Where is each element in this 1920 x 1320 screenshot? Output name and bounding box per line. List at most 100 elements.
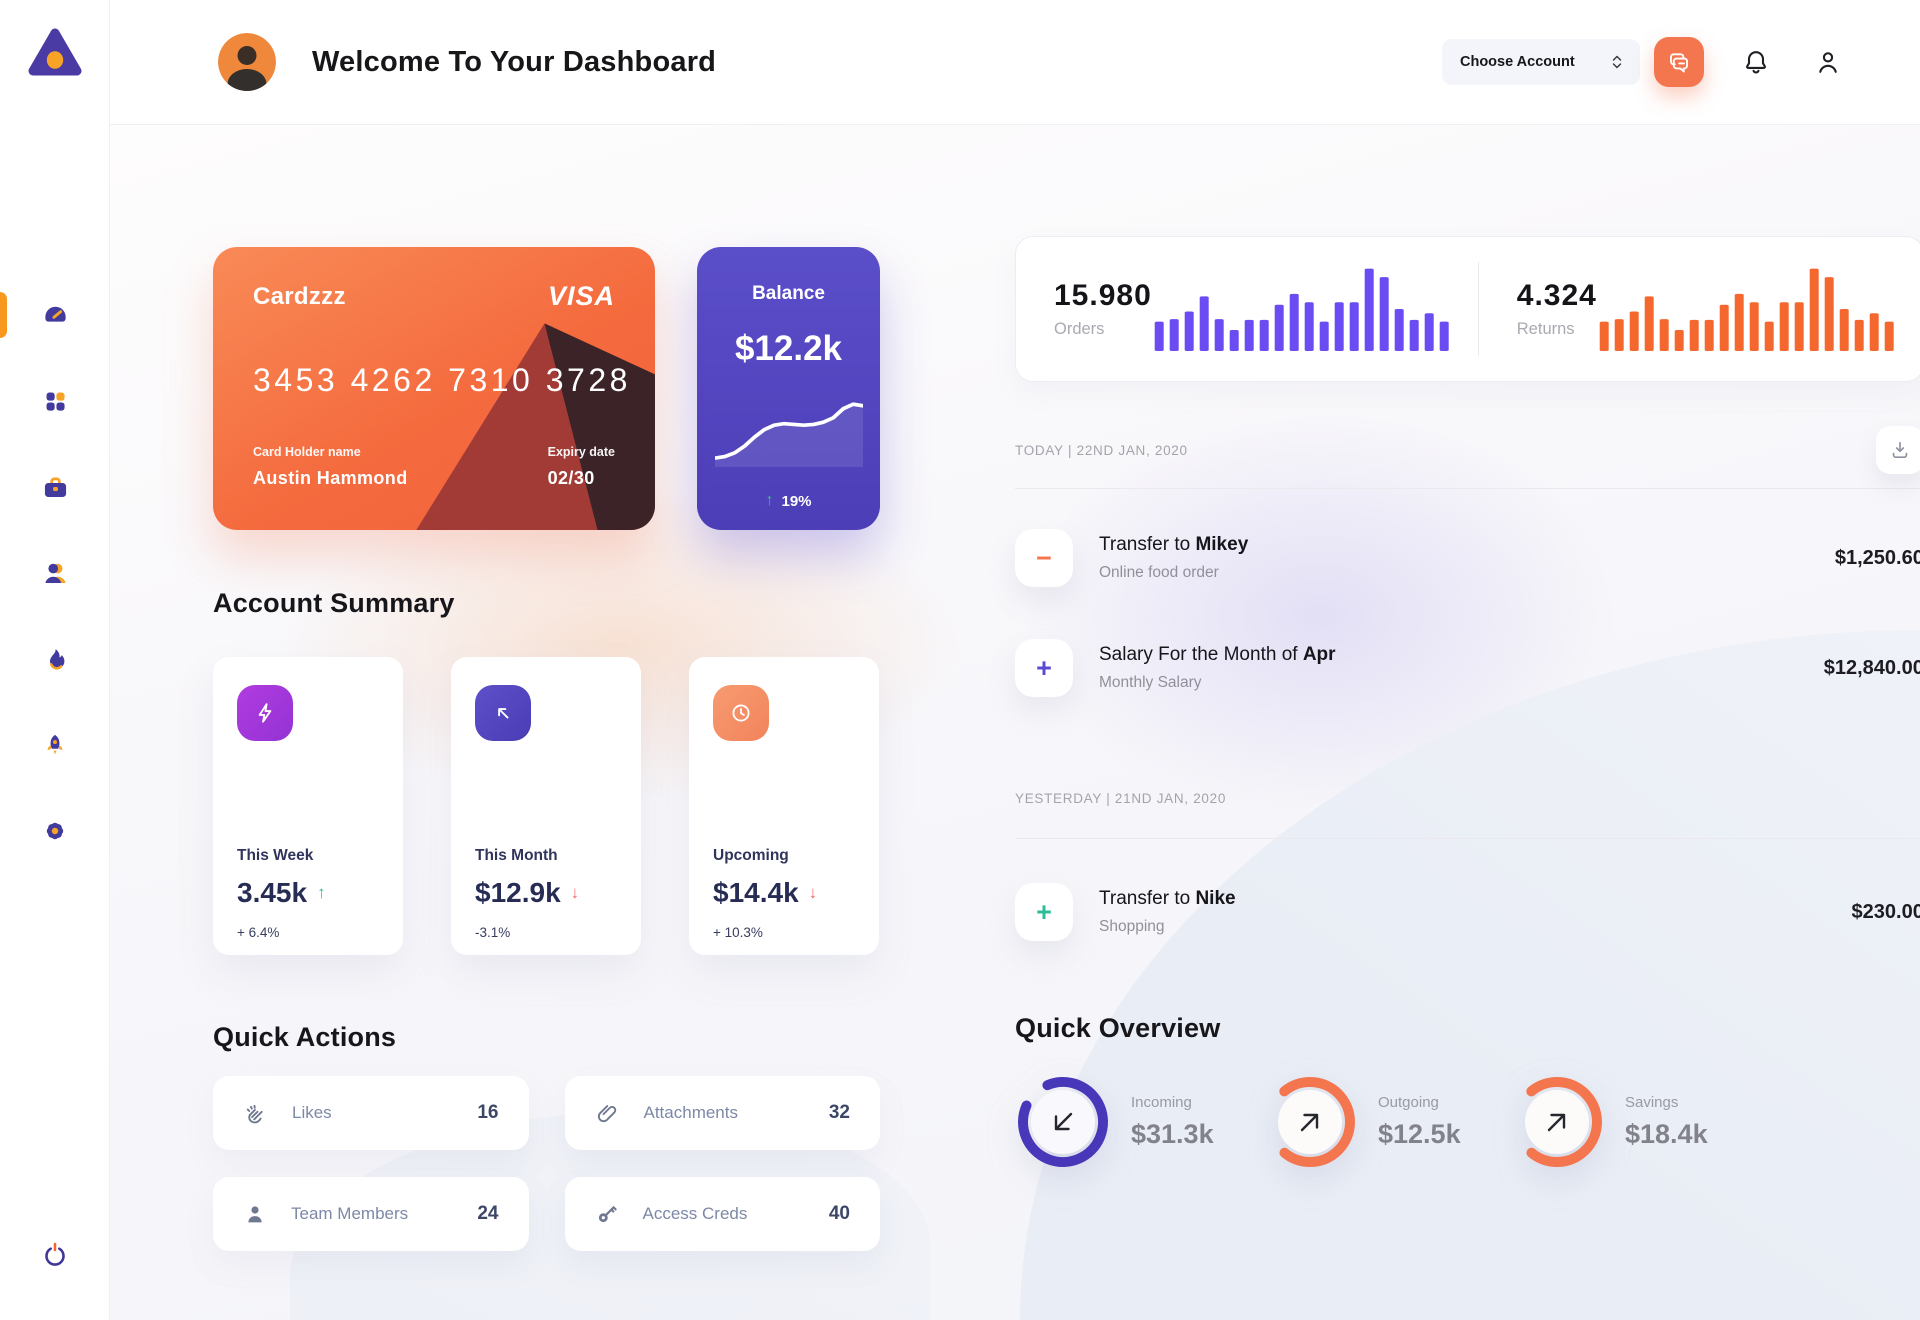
summary-label: This Week	[237, 847, 314, 864]
summary-percent: + 10.3%	[713, 925, 763, 940]
active-indicator	[0, 292, 7, 338]
rocket-icon	[47, 734, 63, 755]
bell-icon	[1746, 51, 1766, 74]
quick-action-access-creds[interactable]: Access Creds 40	[564, 1177, 880, 1251]
up-arrow-icon: ↑	[765, 492, 774, 509]
quick-overview-row: Incoming $31.3k Outgoing $12.5k	[1015, 1074, 1920, 1170]
transaction-title: Transfer to Nike	[1099, 888, 1236, 909]
transaction-row-mikey[interactable]: − Transfer to Mikey Online food order $1…	[1015, 529, 1920, 587]
arrow-up-left-icon	[475, 685, 531, 741]
sidebar-item-apps[interactable]	[0, 387, 110, 415]
card-expiry-label: Expiry date	[547, 445, 615, 459]
summary-label: Upcoming	[713, 847, 789, 864]
sidebar-item-work[interactable]	[0, 473, 110, 501]
orders-returns-card: 15.980 Orders 4.324 Returns	[1015, 236, 1920, 382]
visa-logo: VISA	[547, 281, 615, 311]
lightning-icon	[237, 685, 293, 741]
quick-actions-grid: Likes 16 Attachments 32 Team Members	[213, 1076, 880, 1251]
header: Welcome To Your Dashboard Choose Account	[110, 0, 1920, 125]
yesterday-date-label: YESTERDAY | 21ND JAN, 2020	[1015, 791, 1227, 806]
profile-button[interactable]	[1808, 42, 1848, 82]
download-button[interactable]	[1875, 426, 1920, 474]
power-icon	[44, 1242, 65, 1266]
clap-icon	[246, 1104, 263, 1123]
transaction-row-nike[interactable]: + Transfer to Nike Shopping $230.00	[1015, 883, 1920, 941]
sidebar-item-settings[interactable]	[0, 817, 110, 845]
quick-action-label: Team Members	[291, 1204, 409, 1223]
quick-action-team-members[interactable]: Team Members 24	[213, 1177, 529, 1251]
clock-icon	[713, 685, 769, 741]
summary-value: 3.45k	[237, 877, 308, 908]
quick-action-attachments[interactable]: Attachments 32	[564, 1076, 880, 1150]
transaction-title: Transfer to Mikey	[1099, 534, 1249, 555]
sidebar-item-dashboard[interactable]	[0, 292, 110, 338]
card-name: Cardzzz	[253, 282, 346, 310]
quick-actions-title: Quick Actions	[213, 1022, 397, 1052]
page-title: Welcome To Your Dashboard	[312, 45, 717, 78]
transaction-amount: $1,250.60	[1834, 546, 1920, 569]
overview-label: Outgoing	[1378, 1094, 1439, 1111]
yesterday-header: YESTERDAY | 21ND JAN, 2020	[1015, 791, 1920, 806]
plus-icon: +	[1015, 883, 1073, 941]
summary-value: $12.9k	[475, 877, 561, 908]
logout-button[interactable]	[35, 1235, 75, 1275]
returns-value: 4.324	[1516, 279, 1597, 312]
summary-card-this-week: This Week 3.45k ↑ + 6.4%	[213, 657, 403, 955]
choose-account-label: Choose Account	[1460, 54, 1575, 70]
overview-savings: Savings $18.4k	[1509, 1074, 1756, 1170]
balance-label: Balance	[752, 283, 825, 304]
notifications-button[interactable]	[1736, 42, 1776, 82]
today-header: TODAY | 22ND JAN, 2020	[1015, 426, 1920, 474]
account-summary-grid: This Week 3.45k ↑ + 6.4% This Month $12.…	[213, 657, 880, 955]
divider	[1015, 838, 1920, 839]
quick-action-count: 40	[828, 1203, 850, 1224]
overview-value: $12.5k	[1378, 1119, 1461, 1149]
choose-account-select[interactable]: Choose Account	[1442, 39, 1640, 85]
select-chevrons-icon	[1612, 55, 1622, 69]
credit-card: Cardzzz VISA 3453 4262 7310 3728 Card Ho…	[213, 247, 655, 530]
sidebar-item-launch[interactable]	[0, 731, 110, 759]
balance-sparkline	[712, 385, 865, 467]
quick-action-likes[interactable]: Likes 16	[213, 1076, 529, 1150]
trend-up-icon: ↑	[317, 883, 326, 902]
paperclip-icon	[597, 1104, 616, 1122]
quick-action-count: 32	[828, 1102, 850, 1123]
transaction-title: Salary For the Month of Apr	[1099, 644, 1336, 665]
incoming-donut-chart	[1018, 1077, 1108, 1167]
key-icon	[598, 1205, 617, 1223]
plus-icon: +	[1015, 639, 1073, 697]
transaction-subtitle: Online food order	[1099, 564, 1219, 581]
transaction-subtitle: Shopping	[1099, 918, 1165, 935]
overview-incoming: Incoming $31.3k	[1015, 1074, 1262, 1170]
download-icon	[1892, 441, 1908, 458]
quick-action-label: Likes	[292, 1103, 332, 1122]
outgoing-donut-chart	[1265, 1077, 1355, 1167]
transaction-row-salary[interactable]: + Salary For the Month of Apr Monthly Sa…	[1015, 639, 1920, 697]
trend-down-icon: ↓	[808, 883, 818, 902]
account-summary-title: Account Summary	[213, 588, 455, 618]
balance-value: $12.2k	[734, 329, 843, 368]
avatar[interactable]	[218, 33, 276, 91]
chat-button[interactable]	[1654, 37, 1704, 87]
overview-outgoing: Outgoing $12.5k	[1262, 1074, 1509, 1170]
app-logo[interactable]	[26, 24, 84, 82]
flame-icon	[49, 648, 64, 670]
dashboard-speedometer-icon	[44, 306, 66, 322]
logo-triangle-icon	[28, 28, 81, 76]
balance-card: Balance $12.2k ↑ 19%	[697, 247, 880, 530]
overview-label: Savings	[1625, 1094, 1679, 1111]
sidebar-item-activity[interactable]	[0, 645, 110, 673]
sidebar-nav	[0, 292, 110, 903]
overview-value: $31.3k	[1131, 1119, 1214, 1149]
summary-label: This Month	[475, 847, 558, 864]
quick-action-count: 16	[477, 1102, 499, 1123]
today-date-label: TODAY | 22ND JAN, 2020	[1015, 442, 1188, 458]
left-column: Cardzzz VISA 3453 4262 7310 3728 Card Ho…	[213, 247, 880, 1320]
briefcase-icon	[44, 476, 66, 497]
sidebar-item-team[interactable]	[0, 559, 110, 587]
gear-icon	[46, 822, 64, 840]
returns-label: Returns	[1516, 320, 1575, 338]
overview-label: Incoming	[1131, 1094, 1192, 1111]
transaction-amount: $12,840.00	[1823, 656, 1920, 679]
